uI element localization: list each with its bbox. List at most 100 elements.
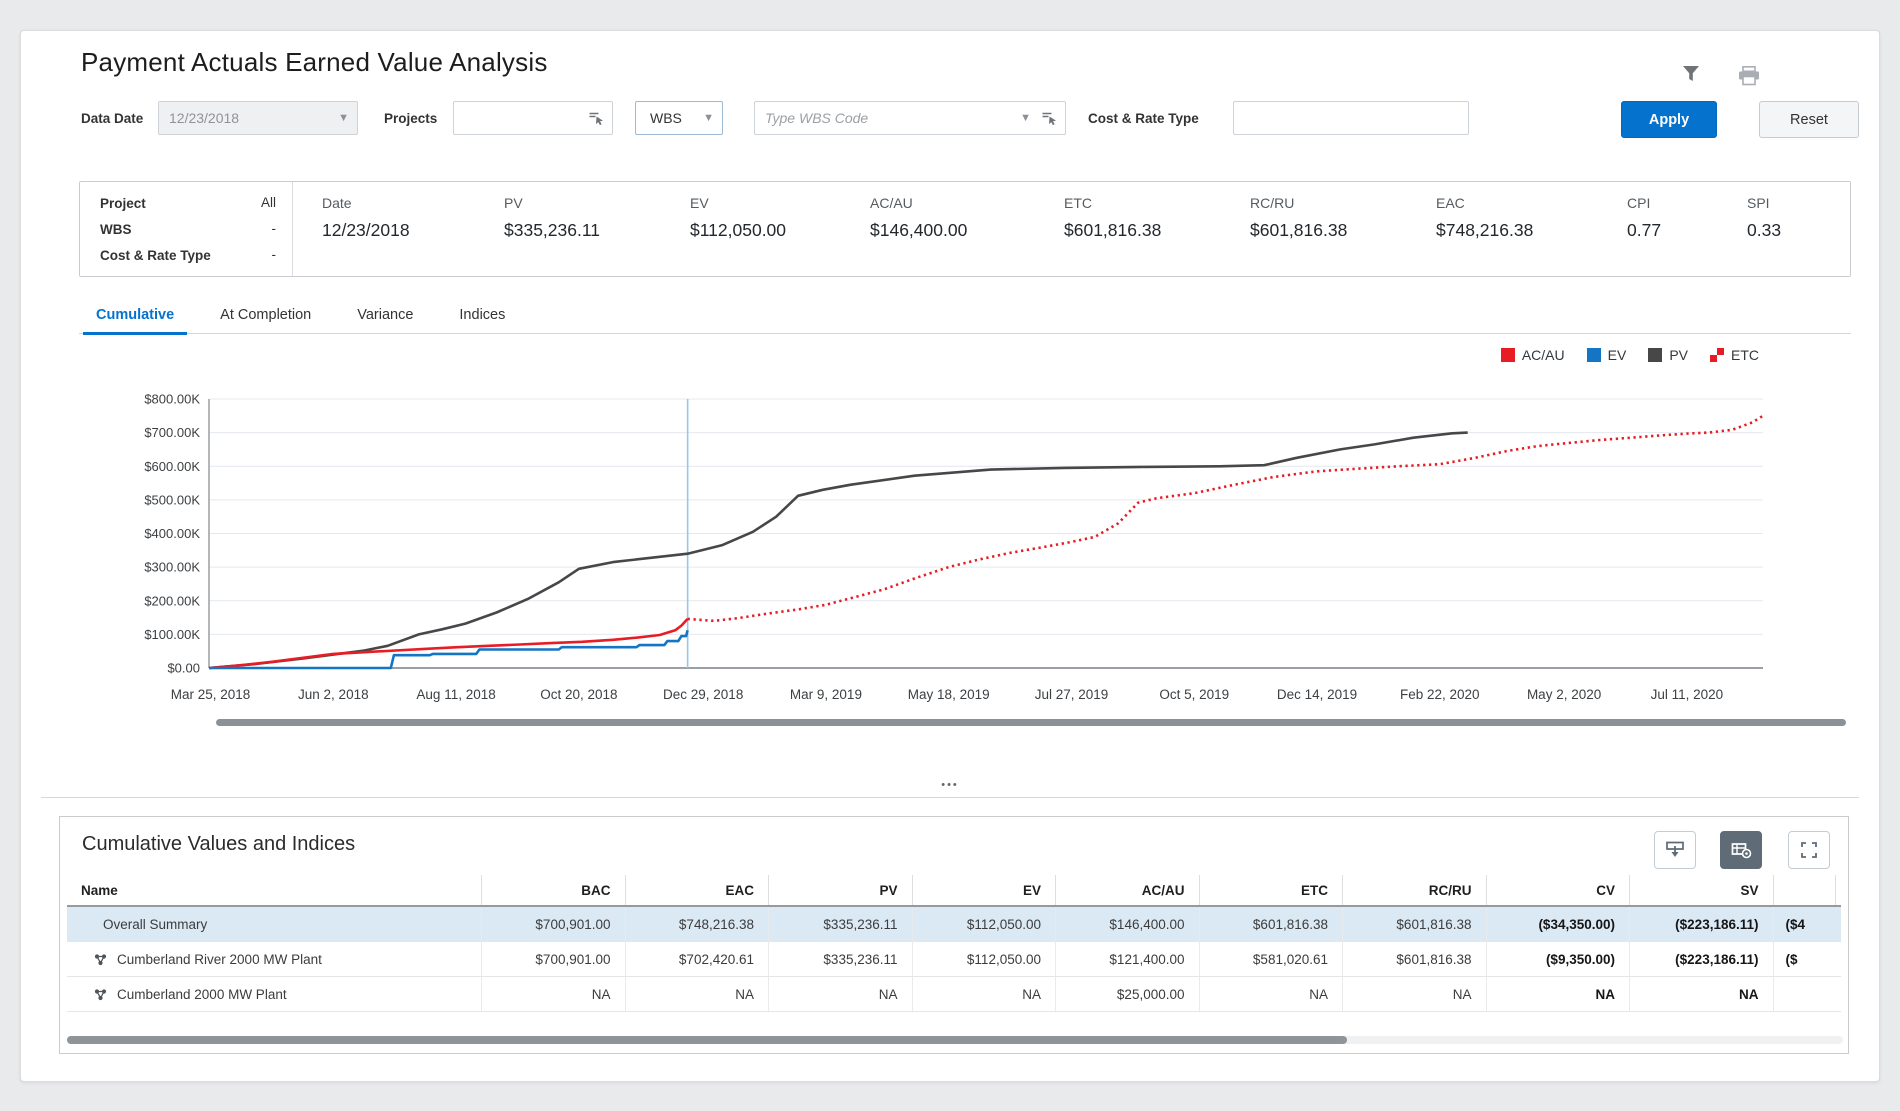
cell-rc-ru: NA	[1343, 977, 1487, 1011]
series-line-ev	[209, 629, 689, 670]
wbs-dropdown-button[interactable]: WBS ▼	[635, 101, 723, 135]
y-tick-label: $600.00K	[144, 459, 200, 474]
column-header-name[interactable]: Name	[67, 875, 482, 905]
column-header-ac-au[interactable]: AC/AU	[1056, 875, 1200, 905]
column-header-ev[interactable]: EV	[913, 875, 1056, 905]
detach-button[interactable]	[1654, 831, 1696, 869]
metric-label: SPI	[1747, 195, 1770, 211]
metric-value: 0.77	[1627, 220, 1662, 240]
metric-label: EAC	[1436, 195, 1465, 211]
legend-swatch-dot	[1710, 355, 1717, 362]
column-header-pv[interactable]: PV	[769, 875, 913, 905]
expand-icon	[1801, 842, 1817, 858]
column-header-bac[interactable]: BAC	[482, 875, 626, 905]
grid-settings-button[interactable]	[1720, 831, 1762, 869]
picker-icon[interactable]	[1041, 110, 1058, 127]
legend-item-ac-au[interactable]: AC/AU	[1500, 347, 1565, 363]
y-tick-label: $100.00K	[144, 627, 200, 642]
y-tick-label: $200.00K	[144, 593, 200, 608]
table-header-row: Name BAC EAC PV EV AC/AU ETC RC/RU CV SV	[67, 875, 1841, 907]
column-header-overflow[interactable]	[1774, 875, 1836, 905]
column-header-sv[interactable]: SV	[1630, 875, 1774, 905]
picker-icon[interactable]	[588, 110, 605, 127]
summary-metric: AC/AU $146,400.00	[870, 195, 1064, 241]
tab-indices[interactable]: Indices	[459, 307, 506, 323]
x-tick-label: Mar 25, 2018	[171, 687, 251, 702]
x-tick-label: Dec 29, 2018	[663, 687, 743, 702]
x-tick-label: Oct 20, 2018	[540, 687, 617, 702]
legend-label: PV	[1669, 347, 1688, 363]
wbs-code-input[interactable]: Type WBS Code ▼	[754, 101, 1066, 135]
apply-button[interactable]: Apply	[1621, 101, 1717, 138]
tab-variance[interactable]: Variance	[357, 307, 414, 323]
column-header-eac[interactable]: EAC	[626, 875, 769, 905]
cell-pv: $335,236.11	[769, 907, 913, 941]
tab-at-completion[interactable]: At Completion	[220, 307, 312, 323]
x-tick-label: Aug 11, 2018	[416, 687, 495, 702]
row-name-cell: Cumberland 2000 MW Plant	[67, 977, 482, 1011]
cell-ac-au: $25,000.00	[1056, 977, 1200, 1011]
legend-item-etc[interactable]: ETC	[1710, 347, 1759, 363]
tab-bar: Cumulative At Completion Variance Indices	[79, 301, 1851, 335]
filter-icon[interactable]	[1681, 64, 1701, 84]
summary-filters: Project All WBS - Cost & Rate Type -	[80, 182, 293, 276]
cell-cv: ($9,350.00)	[1487, 942, 1630, 976]
column-header-rc-ru[interactable]: RC/RU	[1343, 875, 1487, 905]
cell-ev: $112,050.00	[913, 942, 1056, 976]
chart-time-scrollbar[interactable]	[216, 719, 1846, 726]
column-header-etc[interactable]: ETC	[1200, 875, 1343, 905]
splitter-divider	[41, 797, 1859, 798]
x-tick-label: Jul 11, 2020	[1651, 687, 1724, 702]
y-tick-label: $300.00K	[144, 560, 200, 575]
metric-value: $748,216.38	[1436, 220, 1534, 240]
maximize-button[interactable]	[1788, 831, 1830, 869]
wbs-button-label: WBS	[650, 110, 682, 126]
splitter-handle[interactable]: •••	[941, 779, 959, 791]
printer-icon[interactable]	[1737, 66, 1761, 86]
legend-item-pv[interactable]: PV	[1648, 347, 1688, 363]
legend-item-ev[interactable]: EV	[1586, 347, 1627, 363]
chevron-down-icon: ▼	[703, 112, 714, 124]
cell-bac: $700,901.00	[482, 907, 626, 941]
y-tick-label: $700.00K	[144, 425, 200, 440]
wbs-code-placeholder: Type WBS Code	[765, 110, 869, 126]
metric-label: RC/RU	[1250, 195, 1295, 211]
tab-cumulative[interactable]: Cumulative	[83, 301, 188, 335]
cumulative-values-panel: Cumulative Values and Indices Name BAC EAC…	[59, 816, 1849, 1054]
table-row[interactable]: Overall Summary $700,901.00 $748,216.38 $33…	[67, 907, 1841, 942]
summary-metric: EAC $748,216.38	[1436, 195, 1627, 241]
cell-rc-ru: $601,816.38	[1343, 907, 1487, 941]
row-name-cell: Cumberland River 2000 MW Plant	[67, 942, 482, 976]
data-date-input[interactable]: 12/23/2018 ▼	[158, 101, 358, 135]
panel-title: Cumulative Values and Indices	[82, 833, 356, 855]
column-header-cv[interactable]: CV	[1487, 875, 1630, 905]
summary-filter-row: Project All	[100, 195, 276, 217]
table-row[interactable]: Cumberland River 2000 MW Plant $700,901.0…	[67, 942, 1841, 977]
table-hscrollbar-track[interactable]	[67, 1036, 1843, 1044]
metric-value: 12/23/2018	[322, 220, 410, 240]
cell-etc: $581,020.61	[1200, 942, 1343, 976]
cell-bac: $700,901.00	[482, 942, 626, 976]
x-tick-label: Mar 9, 2019	[790, 687, 862, 702]
cost-rate-type-label: Cost & Rate Type	[1088, 111, 1199, 126]
cell-bac: NA	[482, 977, 626, 1011]
metric-label: CPI	[1627, 195, 1651, 211]
y-tick-label: $0.00	[167, 661, 200, 676]
table-hscrollbar-thumb[interactable]	[67, 1036, 1347, 1044]
legend-swatch	[1586, 348, 1601, 362]
cell-ev: $112,050.00	[913, 907, 1056, 941]
cell-eac: NA	[626, 977, 769, 1011]
chevron-down-icon: ▼	[338, 112, 349, 124]
summary-metric: RC/RU $601,816.38	[1250, 195, 1436, 241]
legend-label: EV	[1607, 347, 1627, 363]
projects-input[interactable]	[453, 101, 613, 135]
row-name: Cumberland River 2000 MW Plant	[117, 951, 322, 967]
reset-button[interactable]: Reset	[1759, 101, 1859, 138]
grid-settings-icon	[1731, 843, 1752, 859]
summary-filter-value: -	[271, 247, 277, 262]
y-tick-label: $400.00K	[144, 526, 200, 541]
cost-rate-type-input[interactable]	[1233, 101, 1469, 135]
data-date-label: Data Date	[81, 111, 144, 126]
summary-metric: ETC $601,816.38	[1064, 195, 1250, 241]
table-row[interactable]: Cumberland 2000 MW Plant NA NA NA NA $25,000.…	[67, 977, 1841, 1012]
